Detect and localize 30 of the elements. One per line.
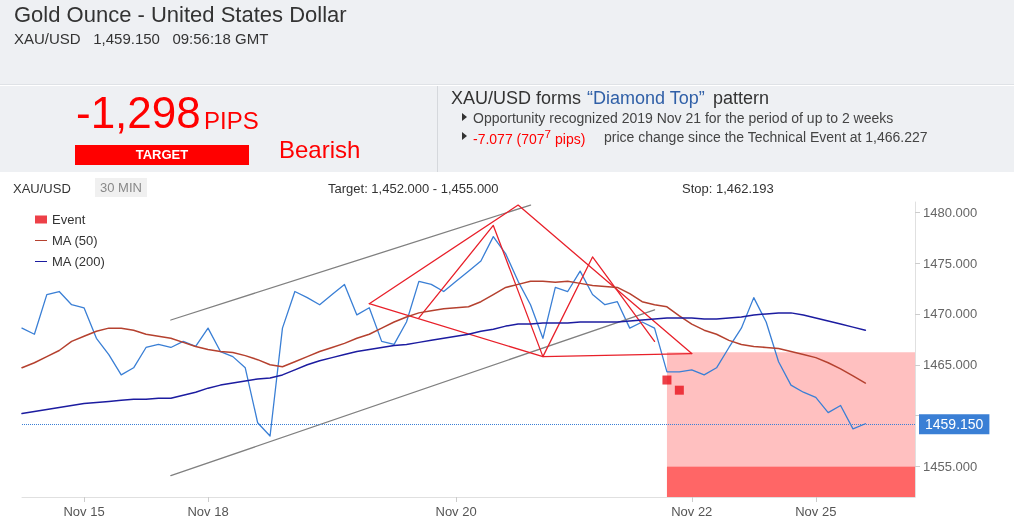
text: price change since the Technical Event at 1,466.227 <box>604 129 928 145</box>
y-tick-label: 1465.000 <box>923 357 978 373</box>
text: “Diamond Top” <box>587 88 705 109</box>
legend-label: MA (200) <box>52 254 105 269</box>
text: XAU/USD forms <box>451 88 582 109</box>
chart-title: Gold Ounce - United States Dollar <box>14 2 347 28</box>
ref-line-label: 1459.150 <box>925 416 984 433</box>
text: Opportunity recognized 2019 Nov 21 for the period of up to 2 weeks <box>473 110 894 126</box>
legend-label: MA (50) <box>52 233 98 248</box>
text: 30 MIN <box>95 178 147 197</box>
chart-subtitle: XAU/USD 1,459.150 09:56:18 GMT <box>14 30 269 47</box>
x-tick-label: Nov 25 <box>795 504 837 519</box>
text: XAU/USD <box>13 181 71 196</box>
legend-label: Event <box>52 212 86 227</box>
text: TARGET <box>75 145 249 165</box>
y-tick-label: 1470.000 <box>923 306 978 322</box>
text: Stop: 1,462.193 <box>682 181 774 196</box>
x-tick-label: Nov 15 <box>63 504 105 519</box>
x-tick-label: Nov 20 <box>435 504 477 519</box>
x-tick-label: Nov 22 <box>671 504 713 519</box>
text: Target: 1,452.000 - 1,455.000 <box>328 181 499 196</box>
y-tick-label: 1475.000 <box>923 255 978 271</box>
text: PIPS <box>204 107 259 135</box>
text: -7.077 (707$^{7}$ pips) <box>473 127 586 147</box>
text: Bearish <box>279 136 361 164</box>
text: -1,298 <box>76 88 201 138</box>
y-tick-label: 1480.000 <box>923 204 978 220</box>
x-tick-label: Nov 18 <box>187 504 229 519</box>
text: pattern <box>713 88 770 109</box>
y-tick-label: 1455.000 <box>923 458 978 474</box>
